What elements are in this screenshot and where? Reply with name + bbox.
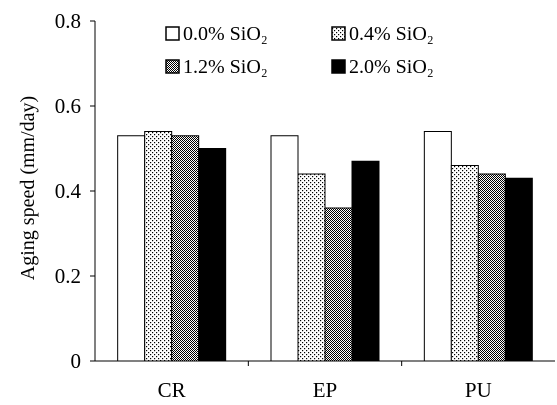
- bar: [198, 148, 227, 362]
- y-tick-label: 0.8: [55, 9, 81, 33]
- x-tick-label: PU: [465, 378, 492, 402]
- y-tick-label: 0.4: [55, 179, 82, 203]
- legend-label: 0.4% SiO₂: [349, 23, 434, 45]
- y-tick-label: 0: [71, 349, 82, 373]
- legend-swatch: [331, 59, 346, 74]
- bar: [297, 173, 326, 362]
- bar: [324, 207, 353, 362]
- y-axis-title: Aging speed (mm/day): [17, 96, 39, 280]
- legend-label: 1.2% SiO₂: [183, 56, 268, 78]
- bar: [477, 173, 506, 362]
- bar: [504, 177, 533, 362]
- bar: [144, 131, 173, 362]
- bar: [450, 165, 479, 362]
- legend-swatch: [331, 26, 346, 41]
- legend-label: 2.0% SiO₂: [349, 56, 434, 78]
- bar: [423, 131, 452, 362]
- y-tick-label: 0.6: [55, 94, 81, 118]
- legend-swatch: [165, 26, 180, 41]
- legend-swatch: [165, 59, 180, 74]
- legend-label: 0.0% SiO₂: [183, 23, 268, 45]
- y-tick-label: 0.2: [55, 264, 81, 288]
- plot-area: 0 0.2 0.4 0.6 0.8 CR EP PU 0.0% SiO₂ 0.4% SiO₂ 1.2…: [55, 9, 555, 402]
- x-tick-label: CR: [158, 378, 186, 402]
- x-tick-label: EP: [313, 378, 338, 402]
- bar: [171, 135, 200, 362]
- bar: [351, 160, 380, 362]
- bar: [117, 135, 146, 362]
- bar: [270, 135, 299, 362]
